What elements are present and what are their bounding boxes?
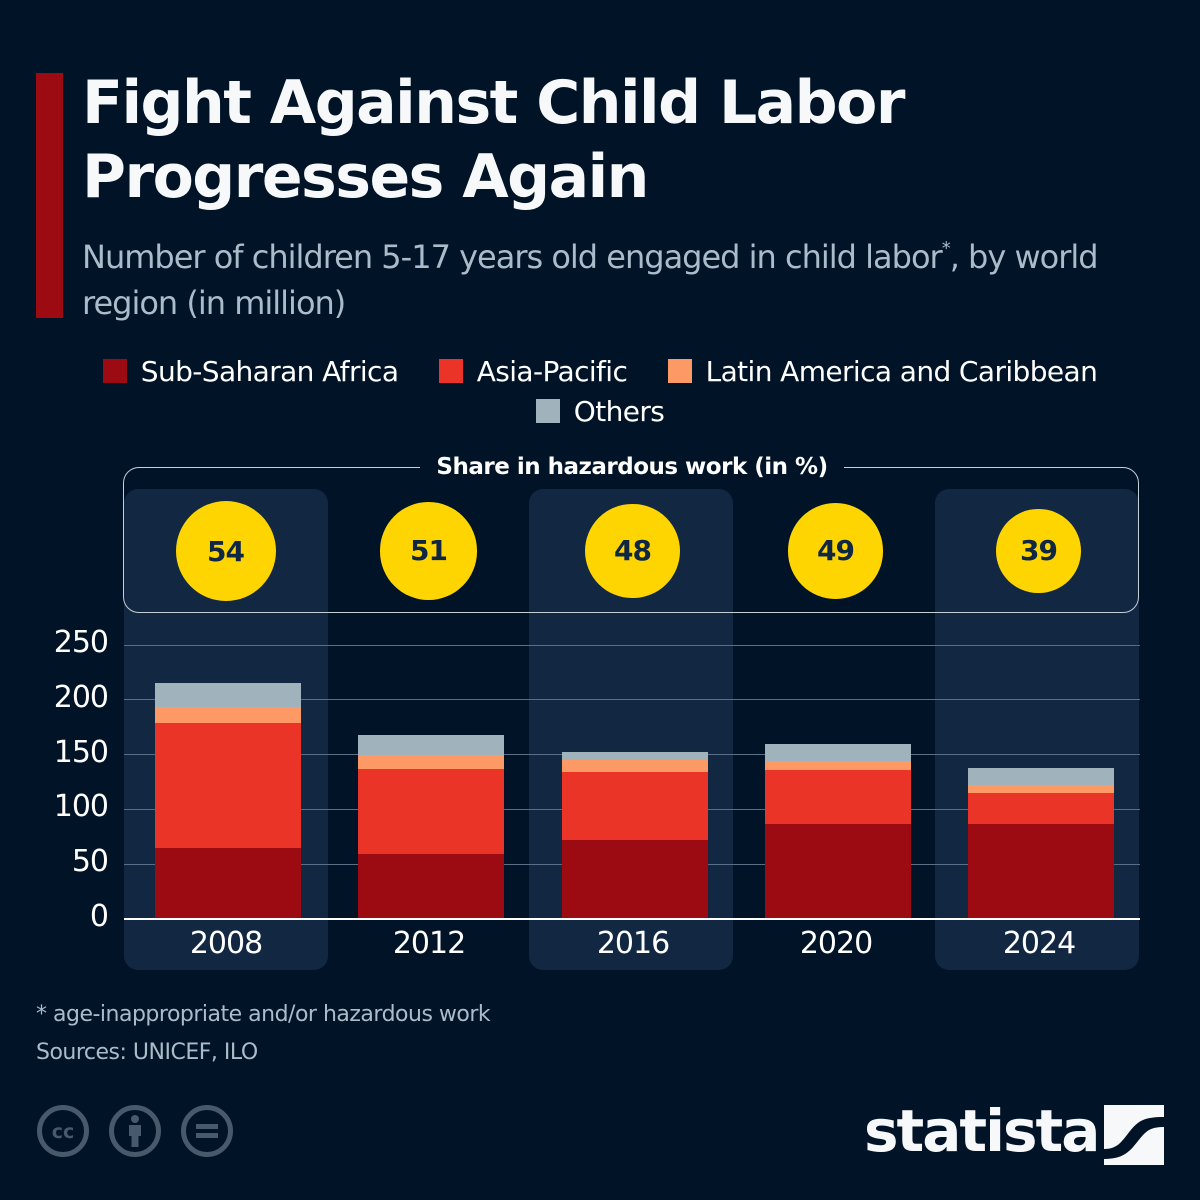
bar-segment-others-2012 [357, 734, 504, 755]
attribution-icon[interactable] [109, 1105, 161, 1157]
footnote: * age-inappropriate and/or hazardous wor… [36, 1002, 491, 1027]
legend-item-latin-america: Latin America and Caribbean [667, 352, 1098, 392]
sources: Sources: UNICEF, ILO [36, 1040, 258, 1065]
statista-logo-icon[interactable] [1104, 1105, 1164, 1165]
title-accent-bar [36, 73, 63, 318]
legend-label: Others [573, 395, 665, 428]
y-tick-label: 150 [53, 734, 109, 770]
y-tick-label: 0 [89, 899, 109, 934]
bar-segment-latin-america-and-caribbean-2012 [357, 754, 504, 769]
bar-segment-asia-pacific-2008 [154, 722, 301, 848]
legend-swatch [535, 399, 560, 423]
bar-segment-others-2008 [154, 683, 301, 708]
legend-item-sub-saharan-africa: Sub-Saharan Africa [102, 352, 399, 392]
x-tick-label: 2016 [596, 926, 670, 961]
legend-swatch [667, 359, 692, 383]
bar-segment-latin-america-and-caribbean-2016 [561, 760, 708, 773]
bar-segment-asia-pacific-2012 [357, 768, 504, 855]
cc-icon[interactable]: cc [37, 1105, 89, 1157]
statista-logo-text[interactable]: statista [864, 1097, 1100, 1165]
legend-label: Asia-Pacific [476, 355, 628, 388]
subtitle-tail: , by world region (in million) [82, 238, 1099, 322]
hazard-share-circle: 54 [175, 501, 276, 601]
legend-label: Sub-Saharan Africa [140, 355, 399, 388]
chart-subtitle: Number of children 5-17 years old engage… [82, 234, 1182, 326]
x-tick-label: 2024 [1002, 926, 1076, 961]
legend-item-others: Others [535, 392, 665, 432]
bar-segment-sub-saharan-africa-2012 [357, 854, 504, 919]
subtitle-main: Number of children 5-17 years old engage… [82, 238, 943, 276]
bar-segment-sub-saharan-africa-2016 [561, 840, 708, 919]
legend: Sub-Saharan Africa Asia-Pacific Latin Am… [40, 352, 1160, 432]
hazard-share-circle: 49 [787, 503, 884, 599]
x-axis-baseline [124, 918, 1140, 920]
bar-segment-others-2020 [764, 743, 911, 762]
bar-segment-asia-pacific-2016 [561, 772, 708, 841]
bar-segment-asia-pacific-2024 [967, 792, 1114, 824]
hazard-share-title-text: Share in hazardous work (in %) [420, 454, 844, 480]
x-tick-label: 2012 [392, 926, 466, 961]
hazard-share-circle: 51 [379, 502, 478, 600]
hazard-share-circle: 39 [996, 508, 1081, 594]
x-tick-label: 2008 [189, 926, 263, 961]
bar-segment-latin-america-and-caribbean-2008 [154, 707, 301, 723]
gridline [124, 644, 1140, 646]
chart-title: Fight Against Child Labor Progresses Aga… [82, 68, 905, 212]
bar-segment-asia-pacific-2020 [764, 769, 911, 824]
hazard-share-circle: 48 [585, 503, 680, 599]
bar-segment-sub-saharan-africa-2024 [967, 823, 1114, 919]
legend-item-asia-pacific: Asia-Pacific [438, 352, 628, 392]
no-derivatives-icon[interactable] [181, 1105, 233, 1157]
bar-segment-sub-saharan-africa-2008 [154, 847, 301, 919]
hazard-share-title: Share in hazardous work (in %) [0, 450, 1200, 484]
subtitle-asterisk: * [941, 238, 951, 259]
x-tick-label: 2020 [799, 926, 873, 961]
gridline [124, 699, 1140, 701]
bar-segment-others-2024 [967, 767, 1114, 786]
y-tick-label: 50 [71, 844, 109, 880]
y-tick-label: 250 [53, 625, 109, 660]
bar-segment-sub-saharan-africa-2020 [764, 823, 911, 919]
svg-text:cc: cc [52, 1121, 75, 1143]
bar-segment-latin-america-and-caribbean-2020 [764, 761, 911, 770]
y-tick-label: 100 [53, 789, 109, 825]
bar-segment-others-2016 [561, 752, 708, 761]
legend-label: Latin America and Caribbean [705, 355, 1098, 388]
y-tick-label: 200 [53, 679, 109, 715]
bar-segment-latin-america-and-caribbean-2024 [967, 785, 1114, 793]
legend-swatch [438, 359, 463, 383]
legend-swatch [102, 359, 127, 383]
